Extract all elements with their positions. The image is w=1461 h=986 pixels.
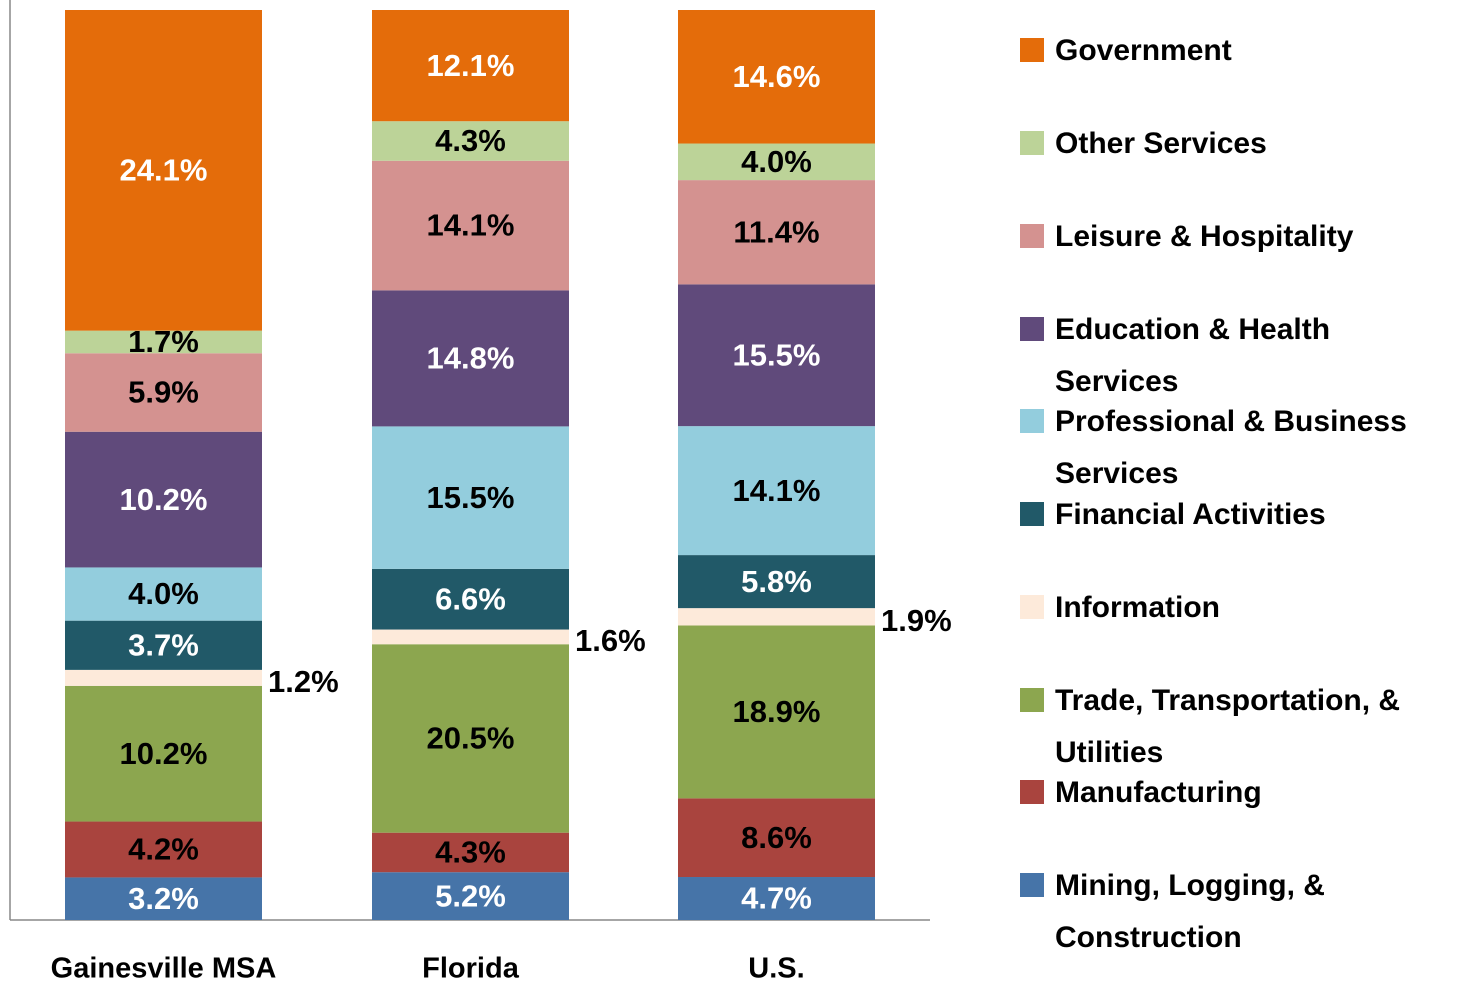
legend-swatch <box>1020 780 1044 804</box>
data-label: 14.1% <box>427 208 515 243</box>
legend-swatch <box>1020 688 1044 712</box>
bar-segment <box>372 160 569 291</box>
data-label: 1.2% <box>268 664 339 699</box>
legend-swatch <box>1020 502 1044 526</box>
data-label: 4.3% <box>435 123 506 158</box>
data-label: 14.1% <box>733 473 821 508</box>
bar-segment <box>678 426 875 556</box>
bar-segment <box>65 431 262 568</box>
bar-segment <box>372 10 569 122</box>
bar-segment <box>678 625 875 799</box>
data-label: 5.8% <box>741 564 812 599</box>
data-label: 5.9% <box>128 375 199 410</box>
data-label: 10.2% <box>120 482 208 517</box>
legend-swatch <box>1020 317 1044 341</box>
data-label: 4.7% <box>741 881 812 916</box>
legend-item: Government <box>1020 25 1460 77</box>
legend-swatch <box>1020 409 1044 433</box>
bar-segment <box>372 872 569 920</box>
legend-item: Other Services <box>1020 118 1460 170</box>
bar-segment <box>65 685 262 822</box>
legend-label: Leisure & Hospitality <box>1055 220 1354 253</box>
data-label: 6.6% <box>435 581 506 616</box>
bar-segment <box>372 290 569 427</box>
data-label: 1.6% <box>575 623 646 658</box>
bar-segment <box>372 832 569 873</box>
bar-segment <box>65 567 262 621</box>
bar-segment <box>372 426 569 569</box>
legend-item: Financial Activities <box>1020 489 1460 541</box>
x-tick-label: Florida <box>422 953 520 985</box>
bar-segment <box>65 10 262 331</box>
bar-segment <box>65 353 262 432</box>
data-label: 5.2% <box>435 878 506 913</box>
bar-segment <box>678 608 875 626</box>
legend-label: Mining, Logging, & Construction <box>1055 869 1325 954</box>
legend-label: Information <box>1055 591 1220 624</box>
legend-item: Education & Health Services <box>1020 304 1460 408</box>
legend-item: Professional & Business Services <box>1020 396 1460 500</box>
legend-item: Leisure & Hospitality <box>1020 211 1460 263</box>
bar-segment <box>678 10 875 144</box>
data-label: 20.5% <box>427 721 515 756</box>
legend-item: Mining, Logging, & Construction <box>1020 860 1460 964</box>
bar-segment <box>65 669 262 686</box>
bar-segment <box>678 798 875 878</box>
legend-swatch <box>1020 873 1044 897</box>
data-label: 14.8% <box>427 341 515 376</box>
data-label: 10.2% <box>120 736 208 771</box>
legend-label: Professional & Business Services <box>1055 405 1407 490</box>
legend-label: Other Services <box>1055 127 1267 160</box>
legend-label: Government <box>1055 34 1232 67</box>
data-label: 14.6% <box>733 59 821 94</box>
data-label: 11.4% <box>733 214 819 249</box>
legend-swatch <box>1020 224 1044 248</box>
data-label: 12.1% <box>427 48 515 83</box>
legend-label: Education & Health Services <box>1055 313 1331 398</box>
bar-segment <box>65 877 262 920</box>
legend-label: Trade, Transportation, & Utilities <box>1055 684 1401 769</box>
bar-segment <box>372 644 569 833</box>
x-tick-label: U.S. <box>748 953 804 985</box>
x-tick-label: Gainesville MSA <box>51 953 277 985</box>
bar-segment <box>372 629 569 645</box>
data-label: 4.0% <box>128 576 199 611</box>
data-label: 1.9% <box>881 603 952 638</box>
legend-label: Financial Activities <box>1055 498 1326 531</box>
data-label: 4.0% <box>741 144 812 179</box>
bar-segment <box>372 568 569 630</box>
legend-swatch <box>1020 38 1044 62</box>
data-label: 18.9% <box>733 694 821 729</box>
bar-segment <box>678 555 875 609</box>
legend-item: Manufacturing <box>1020 767 1460 819</box>
bar-segment <box>678 284 875 427</box>
legend-label: Manufacturing <box>1055 776 1262 809</box>
data-label: 3.7% <box>128 627 199 662</box>
bar-segment <box>65 330 262 354</box>
bar-segment <box>678 180 875 285</box>
data-label: 15.5% <box>733 337 821 372</box>
data-label: 3.2% <box>128 881 199 916</box>
bar-segment <box>65 620 262 670</box>
data-label: 24.1% <box>120 153 208 188</box>
bar-segment <box>372 121 569 161</box>
legend-item: Trade, Transportation, & Utilities <box>1020 675 1460 779</box>
data-label: 4.3% <box>435 835 506 870</box>
bar-segment <box>678 877 875 920</box>
legend-swatch <box>1020 131 1044 155</box>
data-label: 15.5% <box>427 480 515 515</box>
data-label: 4.2% <box>128 832 199 867</box>
bar-segment <box>65 821 262 878</box>
legend-item: Information <box>1020 582 1460 634</box>
bar-segment <box>678 143 875 181</box>
legend-swatch <box>1020 595 1044 619</box>
data-label: 8.6% <box>741 820 812 855</box>
